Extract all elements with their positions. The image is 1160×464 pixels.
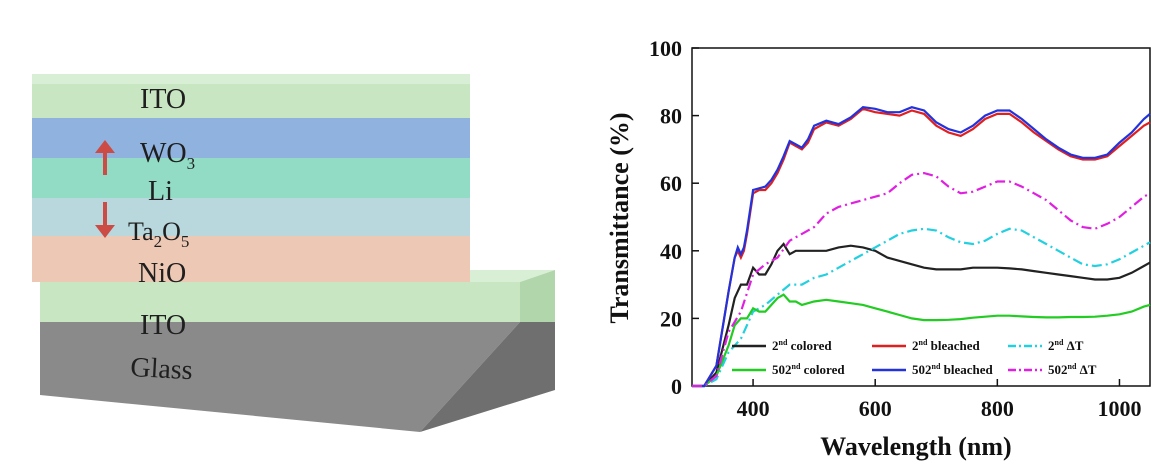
series-line-5 xyxy=(692,171,1151,388)
y-tick-label: 20 xyxy=(660,306,682,331)
ion-arrow-down-icon xyxy=(95,202,115,238)
layer-label-ito-bottom: ITO xyxy=(140,310,186,341)
y-tick-label: 40 xyxy=(660,239,682,264)
layer-label-glass: Glass xyxy=(130,352,194,386)
transmittance-chart: 400 600 800 1000 0 20 40 60 80 100 Wavelength (nm… xyxy=(605,36,1151,461)
series-line-4 xyxy=(692,106,1151,388)
series-line-2 xyxy=(692,227,1151,388)
y-axis-title: Transmittance (%) xyxy=(605,112,634,323)
legend-label-4: 502nd bleached xyxy=(912,362,994,377)
legend-label-2: 2nd ΔT xyxy=(1048,338,1084,353)
legend-label-1: 2nd bleached xyxy=(912,338,981,353)
layer-label-ito-top: ITO xyxy=(140,84,186,115)
layer-stack-diagram: ITO WO3 Li Ta2O5 NiO ITO Glass xyxy=(32,74,555,432)
series-line-0 xyxy=(692,242,1151,388)
y-tick-label: 80 xyxy=(660,104,682,129)
x-axis-title: Wavelength (nm) xyxy=(820,432,1011,461)
layer-label-nio: NiO xyxy=(138,258,186,289)
plot-area: 400 600 800 1000 0 20 40 60 80 100 xyxy=(649,36,1151,421)
x-tick-label: 600 xyxy=(859,396,892,421)
series-line-3 xyxy=(692,293,1151,388)
ion-arrow-up-icon xyxy=(95,140,115,175)
layer-label-ta2o5: Ta2O5 xyxy=(128,217,189,251)
layer-label-li: Li xyxy=(148,176,173,207)
x-tick-label: 400 xyxy=(737,396,770,421)
y-tick-label: 60 xyxy=(660,171,682,196)
chart-legend: 2nd colored 2nd bleached 2nd ΔT 502nd color… xyxy=(732,338,1097,377)
x-tick-label: 800 xyxy=(981,396,1014,421)
legend-label-5: 502nd ΔT xyxy=(1048,362,1097,377)
y-tick-label: 100 xyxy=(649,36,682,61)
plot-frame xyxy=(691,47,1151,387)
legend-label-3: 502nd colored xyxy=(772,362,845,377)
layer-label-wo3: WO3 xyxy=(140,138,195,173)
y-tick-label: 0 xyxy=(671,374,682,399)
x-tick-label: 1000 xyxy=(1097,396,1141,421)
legend-label-0: 2nd colored xyxy=(772,338,832,353)
upper-stack xyxy=(32,74,470,282)
